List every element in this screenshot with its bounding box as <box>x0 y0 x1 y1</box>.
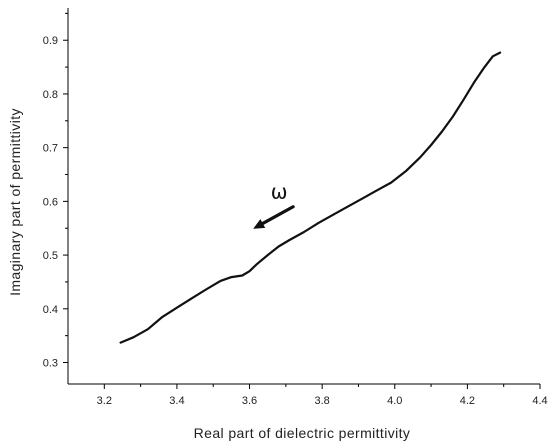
y-tick-label: 0.6 <box>43 196 58 208</box>
series-line <box>119 51 502 344</box>
arrow-shaft <box>261 205 295 226</box>
x-tick-label: 3.8 <box>315 395 330 407</box>
y-tick-label: 0.4 <box>43 304 58 316</box>
x-tick-label: 4.0 <box>387 395 402 407</box>
y-tick-label: 0.9 <box>43 35 58 47</box>
x-tick-label: 3.4 <box>169 395 184 407</box>
x-tick-label: 3.6 <box>242 395 257 407</box>
x-tick-label: 4.2 <box>460 395 475 407</box>
arrow-head <box>253 219 266 229</box>
omega-annotation: ω <box>271 180 288 204</box>
series-layer <box>119 51 502 344</box>
x-axis-label: Real part of dielectric permittivity <box>194 425 411 441</box>
ticks: 3.2 3.4 3.6 3.8 4.0 4.2 4.4 0.3 0.4 0.5 0.6 0.7 0.8 0… <box>43 12 548 407</box>
y-tick-label: 0.7 <box>43 143 58 155</box>
axes <box>67 8 540 385</box>
y-tick-label: 0.8 <box>43 89 58 101</box>
y-axis-label: Imaginary part of permittivity <box>7 108 23 296</box>
x-tick-label: 3.2 <box>97 395 112 407</box>
x-tick-label: 4.4 <box>532 395 547 407</box>
y-tick-label: 0.5 <box>43 250 58 262</box>
annotation-layer: ω <box>253 180 295 229</box>
y-tick-label: 0.3 <box>43 358 58 370</box>
